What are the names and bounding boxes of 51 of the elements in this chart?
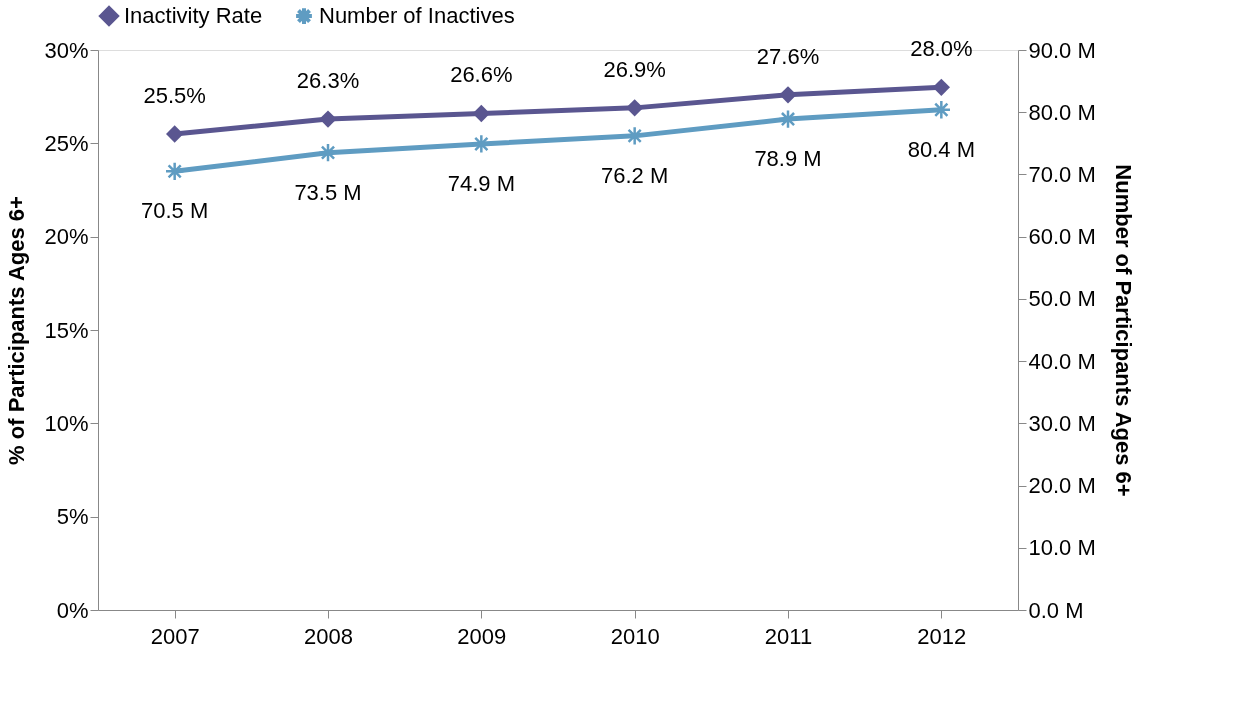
point <box>778 109 798 129</box>
data-label: 76.2 M <box>601 162 669 188</box>
point <box>932 78 950 96</box>
point <box>166 125 184 143</box>
y2-tick-label: 50.0 M <box>1028 286 1096 312</box>
data-label: 28.0% <box>910 36 973 62</box>
point <box>472 104 490 123</box>
data-label: 26.9% <box>603 56 666 82</box>
y-tick-label: 15% <box>44 317 89 343</box>
data-label: 26.6% <box>450 62 513 88</box>
data-label: 25.5% <box>143 83 206 108</box>
data-label: 78.9 M <box>754 146 822 172</box>
y-tick-label: 10% <box>44 410 89 436</box>
y-tick-label: 25% <box>44 130 89 156</box>
x-tick-label: 2009 <box>457 623 507 649</box>
y2-tick-label: 10.0 M <box>1028 535 1096 561</box>
point <box>624 125 645 146</box>
x-tick-label: 2008 <box>304 623 353 649</box>
point <box>779 86 797 104</box>
data-label: 26.3% <box>296 68 360 94</box>
x-tick-label: 2011 <box>764 623 813 649</box>
point <box>931 99 952 120</box>
y-tick-label: 30% <box>44 37 89 63</box>
y-tick-label: 20% <box>44 224 89 250</box>
data-label: 80.4 M <box>907 136 975 162</box>
y2-tick-label: 80.0 M <box>1028 99 1096 125</box>
y2-tick-label: 20.0 M <box>1028 473 1096 499</box>
y-axis-title: % of Participants Ages 6+ <box>4 196 30 465</box>
point <box>318 142 338 163</box>
x-tick-label: 2010 <box>610 623 660 649</box>
y2-axis-title: Number of Participants Ages 6+ <box>1110 164 1136 497</box>
point <box>626 99 644 117</box>
y2-tick-label: 90.0 M <box>1028 37 1096 63</box>
y-tick-label: 0% <box>56 597 89 623</box>
legend-label: Number of Inactives <box>319 3 515 29</box>
y2-tick-label: 0.0 M <box>1028 597 1084 623</box>
y2-tick-label: 60.0 M <box>1028 224 1096 250</box>
data-label: 73.5 M <box>294 179 362 205</box>
legend-label: Inactivity Rate <box>124 3 263 29</box>
data-label: 27.6% <box>756 43 820 69</box>
point <box>319 110 337 128</box>
data-label: 74.9 M <box>447 170 515 196</box>
x-tick-label: 2012 <box>917 623 967 649</box>
y2-tick-label: 70.0 M <box>1028 161 1096 187</box>
y-tick-label: 5% <box>56 504 89 530</box>
y2-tick-label: 40.0 M <box>1028 348 1096 374</box>
x-tick-label: 2007 <box>150 623 200 649</box>
point <box>471 134 492 154</box>
data-label: 70.5 M <box>141 198 209 224</box>
point <box>164 161 185 182</box>
y2-tick-label: 30.0 M <box>1028 410 1096 436</box>
